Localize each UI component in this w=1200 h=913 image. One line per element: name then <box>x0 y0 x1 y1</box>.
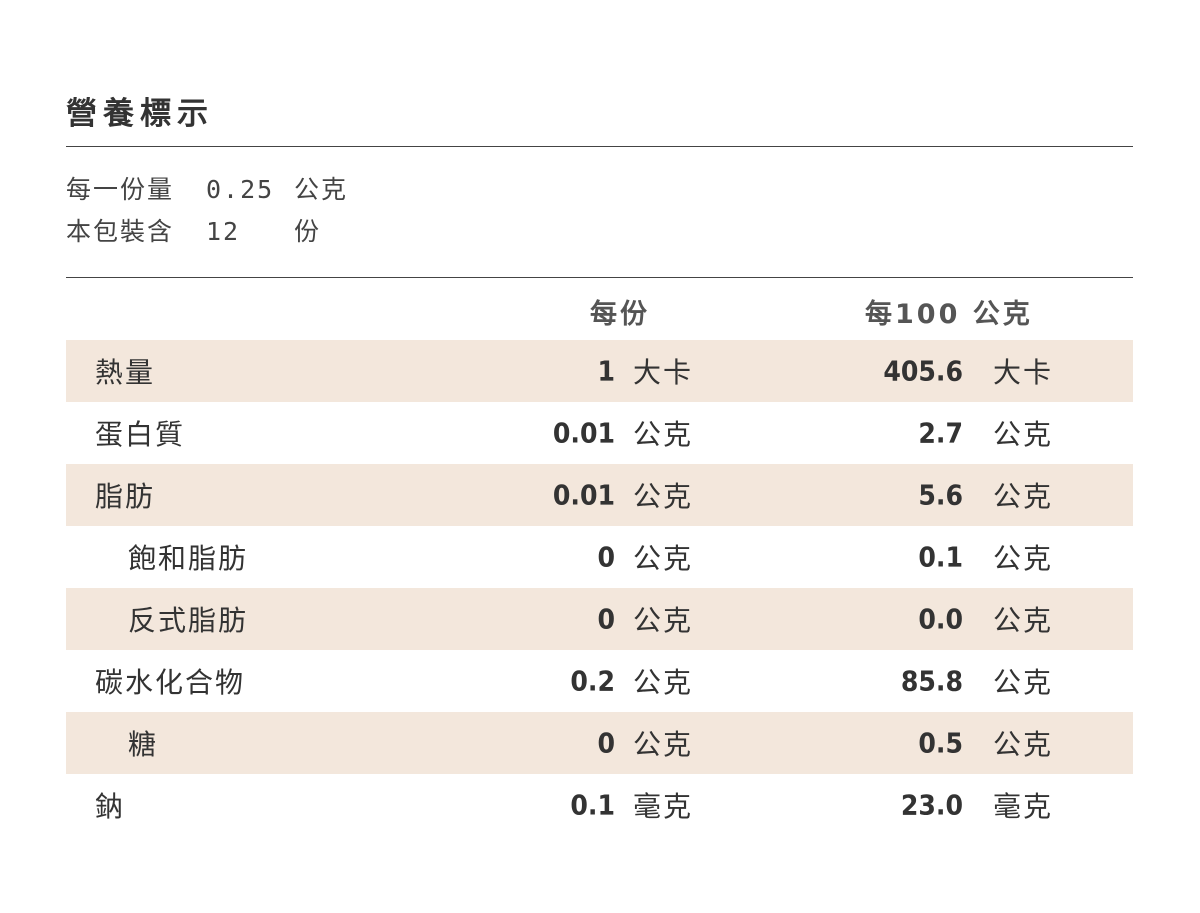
serving-line: 每一份量 0.25 公克 <box>66 170 348 206</box>
table-row: 碳水化合物 0.2 公克 85.8 公克 <box>66 650 1133 712</box>
serving-value: 12 <box>206 217 241 246</box>
table-row: 鈉 0.1 毫克 23.0 毫克 <box>66 774 1133 836</box>
per-serving-value: 0 <box>597 540 615 574</box>
per-100g-value: 23.0 <box>900 788 963 822</box>
per-serving-unit: 毫克 <box>633 790 694 823</box>
per-100g-unit: 公克 <box>993 542 1054 575</box>
nutrient-name: 碳水化合物 <box>95 666 246 699</box>
per-serving-unit: 大卡 <box>633 356 694 389</box>
table-row: 熱量 1 大卡 405.6 大卡 <box>66 340 1133 402</box>
per-100g-unit: 毫克 <box>993 790 1054 823</box>
serving-unit: 公克 <box>294 175 349 204</box>
per-100g-unit: 公克 <box>993 728 1054 761</box>
nutrient-name: 糖 <box>128 728 159 761</box>
table-row: 脂肪 0.01 公克 5.6 公克 <box>66 464 1133 526</box>
divider <box>66 277 1133 278</box>
per-100g-value: 0.0 <box>918 602 963 636</box>
per-serving-unit: 公克 <box>633 728 694 761</box>
table-row: 飽和脂肪 0 公克 0.1 公克 <box>66 526 1133 588</box>
per-100g-value: 85.8 <box>900 664 963 698</box>
serving-value: 0.25 <box>206 175 275 204</box>
per-100g-unit: 公克 <box>993 666 1054 699</box>
serving-label: 每一份量 <box>66 175 175 204</box>
per-serving-value: 0.1 <box>570 788 615 822</box>
table-row: 蛋白質 0.01 公克 2.7 公克 <box>66 402 1133 464</box>
per-serving-unit: 公克 <box>633 604 694 637</box>
per-serving-value: 0.01 <box>552 478 615 512</box>
nutrient-name: 熱量 <box>95 356 156 389</box>
per-100g-unit: 公克 <box>993 604 1054 637</box>
per-serving-value: 0 <box>597 602 615 636</box>
serving-label: 本包裝含 <box>66 217 175 246</box>
per-100g-unit: 公克 <box>993 418 1054 451</box>
divider <box>66 146 1133 147</box>
per-serving-value: 0 <box>597 726 615 760</box>
nutrient-name: 飽和脂肪 <box>128 542 249 575</box>
column-header: 每100 公克 <box>865 299 1033 330</box>
per-serving-value: 1 <box>597 354 615 388</box>
nutrient-name: 反式脂肪 <box>128 604 249 637</box>
per-100g-value: 2.7 <box>918 416 963 450</box>
table-row: 糖 0 公克 0.5 公克 <box>66 712 1133 774</box>
per-100g-value: 0.1 <box>918 540 963 574</box>
per-100g-value: 0.5 <box>918 726 963 760</box>
column-header: 每份 <box>590 299 650 330</box>
per-serving-unit: 公克 <box>633 542 694 575</box>
serving-line: 本包裝含 12 份 <box>66 212 321 248</box>
per-100g-value: 5.6 <box>918 478 963 512</box>
per-100g-value: 405.6 <box>883 354 963 388</box>
nutrient-name: 鈉 <box>95 790 126 823</box>
per-100g-unit: 公克 <box>993 480 1054 513</box>
nutrient-name: 脂肪 <box>95 480 156 513</box>
serving-unit: 份 <box>294 217 322 246</box>
title: 營養標示 <box>66 96 214 132</box>
per-serving-value: 0.01 <box>552 416 615 450</box>
table-row: 反式脂肪 0 公克 0.0 公克 <box>66 588 1133 650</box>
nutrient-name: 蛋白質 <box>95 418 186 451</box>
per-100g-unit: 大卡 <box>993 356 1054 389</box>
per-serving-unit: 公克 <box>633 480 694 513</box>
per-serving-value: 0.2 <box>570 664 615 698</box>
per-serving-unit: 公克 <box>633 418 694 451</box>
per-serving-unit: 公克 <box>633 666 694 699</box>
